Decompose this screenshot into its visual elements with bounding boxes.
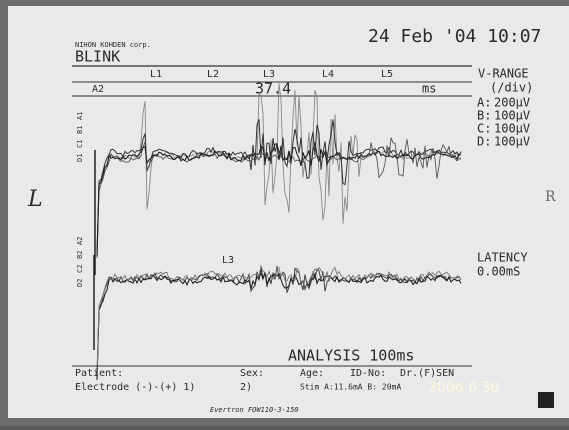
channel-range: 100µV [494, 122, 530, 136]
id-no: ID-No: [350, 368, 386, 379]
marker: L2 [207, 69, 219, 80]
channel-label: B2 [76, 251, 84, 259]
handwritten-right: R [545, 189, 556, 205]
vrange-unit: (/div) [490, 81, 533, 95]
channel-label: D1 [76, 154, 84, 162]
marker: L5 [381, 69, 393, 80]
channel-label: C1 [76, 140, 84, 148]
handwritten-left: L [27, 187, 43, 212]
corner-mark [538, 392, 554, 408]
marker: L3 [263, 69, 275, 80]
datetime: 24 Feb '04 10:07 [368, 26, 541, 47]
stim: Stim A:11.6mA B: 20mA [300, 383, 401, 392]
sex: Sex: [240, 368, 264, 379]
channel-range: 100µV [494, 135, 530, 149]
channel-label: A2 [76, 237, 84, 245]
marker: L1 [150, 69, 162, 80]
channel-label: C2 [76, 265, 84, 273]
cursor-unit: ms [422, 82, 436, 96]
channel-name: B: [477, 109, 491, 123]
channel-name: D: [477, 135, 491, 149]
photo: NIHON KOHDEN corp. BLINK 24 Feb '04 10:0… [0, 0, 569, 426]
channel-name: A: [477, 96, 491, 110]
doctor: Dr.(F)SEN [400, 368, 454, 379]
channel-name: C: [477, 122, 491, 136]
cursor-channel: A2 [92, 84, 104, 95]
latency-value: 0.00mS [477, 265, 520, 279]
channel-label: A1 [76, 112, 84, 120]
mode: BLINK [75, 48, 120, 66]
channel-range: 200µV [494, 96, 530, 110]
electrode: Electrode (-)-(+) 1) [75, 382, 195, 393]
marker: L4 [322, 69, 334, 80]
age: Age: [300, 368, 324, 379]
electrode-2: 2) [240, 382, 252, 393]
lower-marker: L3 [222, 255, 234, 266]
brand: Evertron FOW110-3-150 [210, 406, 299, 414]
patient: Patient: [75, 368, 123, 379]
channel-label: D2 [76, 279, 84, 287]
latency-title: LATENCY [477, 251, 528, 265]
page: {"header": {"maker": "NIHON KOHDEN corp.… [0, 0, 569, 426]
vrange-title: V-RANGE [478, 67, 529, 81]
channel-label: B1 [76, 126, 84, 134]
channel-range: 100µV [494, 109, 530, 123]
photo-date: 2006 6 30 [428, 380, 499, 396]
analysis: ANALYSIS 100ms [288, 347, 414, 365]
